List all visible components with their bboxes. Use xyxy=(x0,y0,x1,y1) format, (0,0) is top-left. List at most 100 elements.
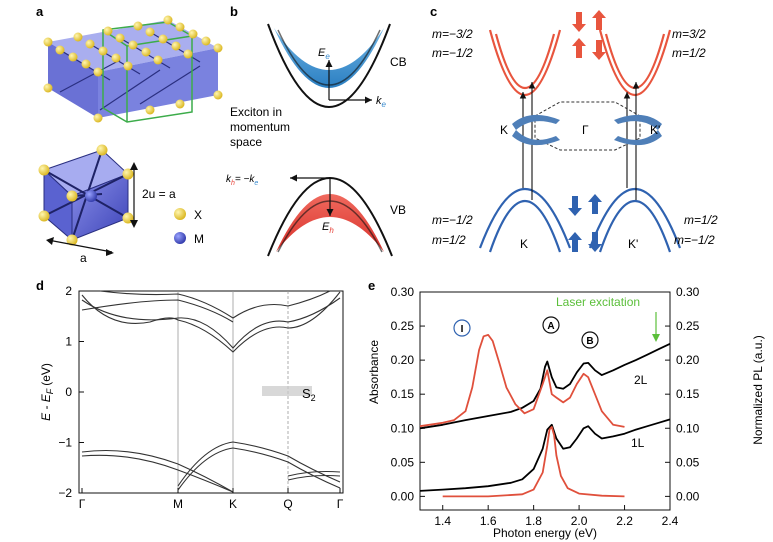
k-bottom-label: K xyxy=(520,237,528,251)
series-line-2l xyxy=(419,342,671,430)
panel-label-a: a xyxy=(36,4,44,19)
series-label-2l: 2L xyxy=(634,373,648,387)
cb-right-outer xyxy=(598,29,672,96)
y-tick-label-d: 2 xyxy=(65,284,72,298)
dimension-label: 2u = a xyxy=(142,187,176,201)
valley-arrow-k-bottom xyxy=(512,130,560,146)
lattice-atom-x xyxy=(128,40,138,50)
valley-arrow-kp-top xyxy=(614,114,662,130)
panel-label-b: b xyxy=(230,4,238,19)
lattice-atom-x xyxy=(163,15,173,25)
x-tick-label-d: Γ xyxy=(79,497,86,511)
gamma-label: Γ xyxy=(582,123,589,137)
y-axis-title-right: Normalized PL (a.u.) xyxy=(751,335,765,445)
x-tick-label-d: K xyxy=(229,497,237,511)
lattice-atom-x xyxy=(43,83,53,93)
y-tick-label-left: 0.30 xyxy=(391,285,415,299)
peak-a-marker xyxy=(542,316,560,334)
y-tick-label-right: 0.00 xyxy=(676,489,700,503)
laser-arrow-head xyxy=(652,334,660,342)
y-tick-label-d: −1 xyxy=(58,436,72,450)
lattice-atom-x xyxy=(85,39,95,49)
cb-left-inner xyxy=(494,33,556,89)
m-bottom-left-1: m=−1/2 xyxy=(432,213,473,227)
peak-a-label: A xyxy=(547,321,554,332)
m-bottom-right-2: m=−1/2 xyxy=(674,233,715,247)
laser-excitation-label: Laser excitation xyxy=(556,295,640,309)
lattice-atom-x xyxy=(175,99,185,109)
lattice-atom-x xyxy=(111,53,121,63)
legend: X M xyxy=(174,208,204,246)
panel-c: c K Γ K' xyxy=(430,4,718,253)
exciton-text: Exciton in momentum space xyxy=(230,105,293,149)
lattice-atom-x xyxy=(81,59,91,69)
y-tick-label-left: 0.00 xyxy=(391,489,415,503)
x-tick-label-d: Γ xyxy=(337,497,344,511)
x-axis-title-e: Photon energy (eV) xyxy=(493,526,597,540)
lattice-atom-x xyxy=(123,61,133,71)
lattice-atom-x xyxy=(175,22,185,32)
y-tick-label-right: 0.20 xyxy=(676,353,700,367)
height-dimension: 2u = a xyxy=(130,162,176,228)
band-structure xyxy=(81,290,341,493)
ke-label: ke xyxy=(376,95,387,109)
lattice-atom-x xyxy=(158,34,168,44)
series-line-1l xyxy=(419,418,671,492)
cb-band-fill xyxy=(274,28,384,88)
x-tick-label-e: 1.6 xyxy=(480,514,497,528)
m-bottom-left-2: m=1/2 xyxy=(432,233,466,247)
kh-label: kh= −ke xyxy=(226,174,258,187)
vb-label: VB xyxy=(390,203,406,217)
y-tick-label-right: 0.10 xyxy=(676,421,700,435)
y-tick-label-d: 1 xyxy=(65,335,72,349)
lattice-atom-x xyxy=(133,21,143,31)
crystal-lattice xyxy=(48,20,218,123)
y-tick-label-right: 0.05 xyxy=(676,455,700,469)
peak-i-label: I xyxy=(461,324,464,335)
series-line-2l-pl xyxy=(419,334,625,428)
panel-label-d: d xyxy=(36,278,44,293)
m-bottom-right-1: m=1/2 xyxy=(684,213,718,227)
y-tick-label-left: 0.10 xyxy=(391,421,415,435)
m-top-left-1: m=−3/2 xyxy=(432,27,473,41)
lattice-atom-x xyxy=(145,27,155,37)
kprime-label: K' xyxy=(650,123,660,137)
width-label: a xyxy=(80,251,87,265)
lattice-atom-x xyxy=(43,37,53,47)
x-tick-label-d: M xyxy=(173,497,183,511)
y-tick-label-left: 0.05 xyxy=(391,455,415,469)
series-label-1l: 1L xyxy=(631,436,645,450)
lattice-atom-x xyxy=(68,52,78,62)
lattice-atom-x xyxy=(188,29,198,39)
legend-x-label: X xyxy=(194,208,202,222)
m-top-right-2: m=1/2 xyxy=(672,46,706,60)
x-axis-e: 1.4 1.6 1.8 2.0 2.2 2.4 xyxy=(434,505,679,528)
cb-curve-outer xyxy=(267,23,391,108)
y-tick-label-right: 0.25 xyxy=(676,319,700,333)
lattice-atom-x xyxy=(73,32,83,42)
m-top-left-2: m=−1/2 xyxy=(432,46,473,60)
cb-right-inner xyxy=(604,33,666,89)
lattice-atom-x xyxy=(171,41,181,51)
y-axis-title-d: E - EF(eV) xyxy=(39,363,55,421)
x-tick-label-d: Q xyxy=(283,497,292,511)
panel-a: a xyxy=(36,4,223,265)
plot-frame-e xyxy=(419,291,671,511)
cb-label: CB xyxy=(390,55,407,69)
lattice-atoms xyxy=(43,15,223,123)
y-tick-label-left: 0.15 xyxy=(391,387,415,401)
lattice-atom-x xyxy=(153,55,163,65)
panel-b: b CB Ee ke Exciton in momentum space VB … xyxy=(226,4,407,257)
y-tick-label-d: −2 xyxy=(58,486,72,500)
y-tick-label-right: 0.30 xyxy=(676,285,700,299)
ee-label: Ee xyxy=(318,47,330,61)
series-layer xyxy=(419,334,671,498)
m-top-right-1: m=3/2 xyxy=(672,27,706,41)
y-tick-label-d: 0 xyxy=(65,385,72,399)
valley-arrow-kp-bottom xyxy=(614,130,662,146)
legend-x-swatch xyxy=(174,208,186,220)
y-axis-right: 0.00 0.05 0.10 0.15 0.20 0.25 0.30 xyxy=(665,285,700,503)
y-tick-label-left: 0.25 xyxy=(391,319,415,333)
